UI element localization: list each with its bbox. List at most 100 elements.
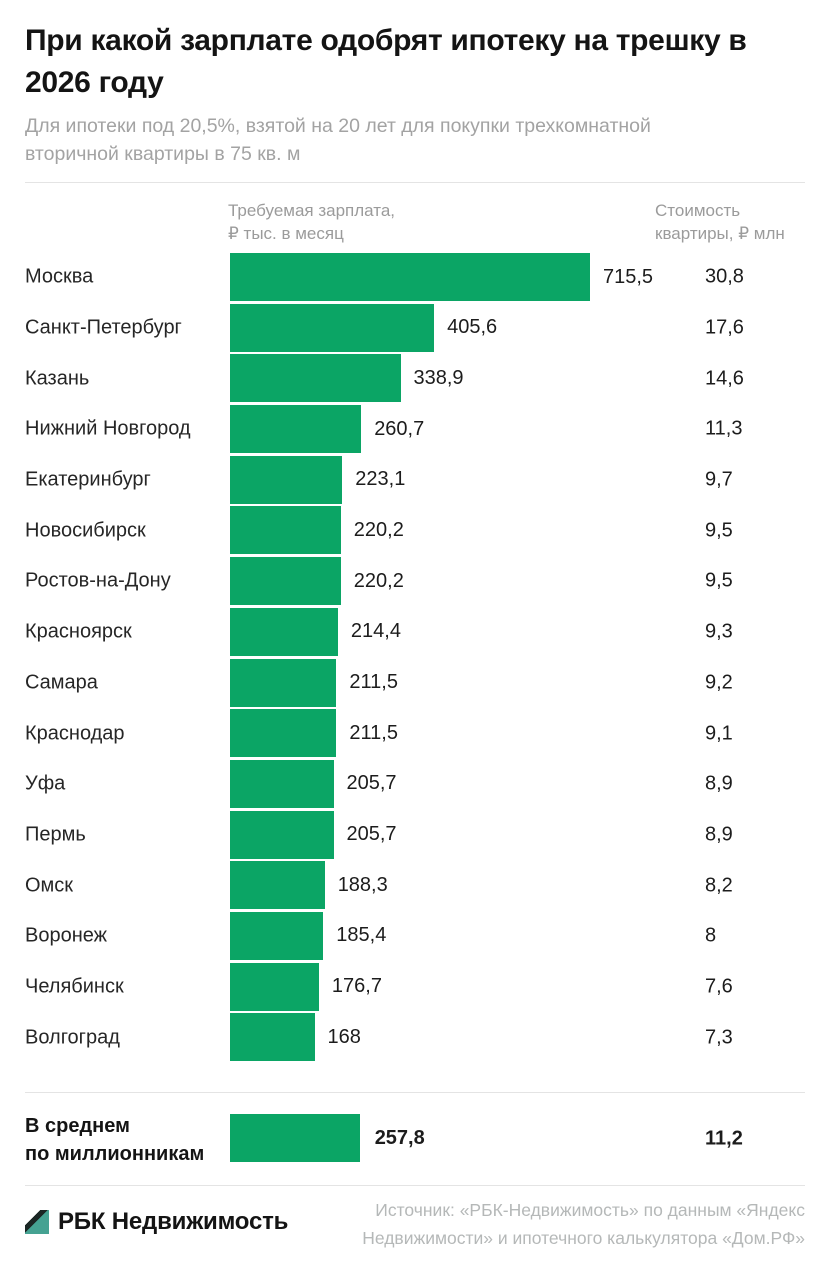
salary-value: 211,5 (349, 721, 398, 744)
price-value: 8 (705, 924, 717, 947)
table-row: Нижний Новгород 260,7 11,3 (0, 404, 830, 455)
brand-logo: РБК Недвижимость (25, 1208, 288, 1236)
city-label: Екатеринбург (25, 468, 151, 491)
price-value: 9,1 (705, 722, 733, 745)
salary-bar (230, 354, 401, 403)
column-header-price-line1: Стоимость (655, 201, 741, 220)
table-row: Самара 211,5 9,2 (0, 658, 830, 709)
table-row: Краснодар 211,5 9,1 (0, 708, 830, 759)
bar-track: 168 (230, 1013, 361, 1062)
price-value: 11,3 (705, 417, 743, 440)
salary-bar (230, 810, 334, 859)
salary-bar (230, 455, 343, 504)
divider-footer (25, 1185, 805, 1186)
price-value: 9,7 (705, 468, 733, 491)
summary-label-line2: по миллионникам (25, 1143, 205, 1165)
salary-value: 405,6 (447, 316, 498, 339)
price-value: 8,9 (705, 823, 733, 846)
salary-value: 220,2 (353, 569, 404, 592)
bar-track: 220,2 (230, 557, 404, 606)
bar-track: 211,5 (230, 709, 398, 758)
bar-track: 205,7 (230, 810, 397, 859)
city-label: Челябинск (25, 975, 124, 998)
bar-track: 338,9 (230, 354, 464, 403)
column-header-salary-line1: Требуемая зарплата, (228, 201, 396, 220)
bar-track: 185,4 (230, 911, 387, 960)
summary-price-value: 11,2 (705, 1127, 743, 1150)
page-title: При какой зарплате одобрят ипотеку на тр… (25, 24, 747, 99)
salary-value: 205,7 (346, 772, 397, 795)
salary-value: 205,7 (346, 823, 397, 846)
salary-value: 211,5 (349, 671, 398, 693)
table-row: Казань 338,9 14,6 (0, 353, 830, 404)
summary-row: В среднем по миллионникам 257,8 11,2 (0, 1105, 830, 1175)
table-row: Челябинск 176,7 7,6 (0, 962, 830, 1013)
bar-track: 188,3 (230, 861, 388, 910)
bar-chart: Москва 715,5 30,8 Санкт-Петербург 405,6 … (0, 252, 830, 1063)
salary-value: 260,7 (374, 417, 425, 440)
bar-track: 223,1 (230, 455, 405, 504)
salary-value: 338,9 (413, 366, 464, 389)
salary-value: 715,5 (603, 265, 654, 288)
city-label: Красноярск (25, 620, 132, 643)
salary-bar (230, 658, 337, 707)
column-header-price: Стоимость квартиры, ₽ млн (655, 199, 785, 245)
price-value: 9,2 (705, 671, 733, 694)
city-label: Волгоград (25, 1026, 120, 1049)
salary-value: 176,7 (331, 975, 382, 998)
summary-label-line1: В среднем (25, 1115, 130, 1137)
salary-bar (230, 253, 590, 301)
price-value: 9,3 (705, 620, 733, 643)
table-row: Новосибирск 220,2 9,5 (0, 505, 830, 556)
source-line1: Источник: «РБК-Недвижимость» по данным «… (375, 1200, 805, 1220)
summary-salary-bar (230, 1114, 360, 1162)
city-label: Нижний Новгород (25, 417, 191, 440)
price-value: 8,2 (705, 874, 733, 897)
column-header-salary-line2: ₽ тыс. в месяц (228, 224, 344, 243)
city-label: Санкт-Петербург (25, 316, 182, 339)
city-label: Москва (25, 265, 94, 288)
divider-summary-top (25, 1092, 805, 1093)
salary-value: 168 (327, 1025, 361, 1048)
price-value: 9,5 (705, 519, 733, 542)
salary-bar (230, 962, 319, 1011)
table-row: Санкт-Петербург 405,6 17,6 (0, 303, 830, 354)
rbc-logo-icon (25, 1210, 49, 1234)
salary-value: 214,4 (350, 620, 401, 643)
table-row: Москва 715,5 30,8 (0, 252, 830, 303)
divider-top (25, 182, 805, 183)
price-value: 8,9 (705, 772, 733, 795)
price-value: 7,3 (705, 1026, 733, 1049)
source-line2: Недвижимости» и ипотечного калькулятора … (362, 1228, 805, 1248)
salary-bar (230, 709, 337, 758)
summary-bar-track: 257,8 (230, 1114, 425, 1162)
salary-value: 185,4 (336, 924, 387, 947)
bar-track: 176,7 (230, 962, 382, 1011)
table-row: Волгоград 168 7,3 (0, 1012, 830, 1063)
city-label: Новосибирск (25, 519, 146, 542)
bar-track: 211,5 (230, 658, 398, 707)
bar-track: 405,6 (230, 303, 498, 352)
table-row: Красноярск 214,4 9,3 (0, 607, 830, 658)
brand-name: РБК Недвижимость (58, 1208, 289, 1235)
salary-value: 188,3 (337, 873, 388, 896)
salary-bar (230, 1013, 315, 1062)
table-row: Воронеж 185,4 8 (0, 911, 830, 962)
bar-track: 260,7 (230, 405, 425, 454)
table-row: Ростов-на-Дону 220,2 9,5 (0, 556, 830, 607)
salary-bar (230, 506, 341, 555)
table-row: Екатеринбург 223,1 9,7 (0, 455, 830, 506)
source-note: Источник: «РБК-Недвижимость» по данным «… (265, 1196, 805, 1252)
salary-bar (230, 303, 435, 352)
city-label: Уфа (25, 772, 66, 795)
city-label: Омск (25, 874, 74, 897)
salary-bar (230, 861, 325, 910)
city-label: Казань (25, 367, 90, 390)
city-label: Краснодар (25, 722, 125, 745)
column-header-price-line2: квартиры, ₽ млн (655, 224, 785, 243)
city-label: Ростов-на-Дону (25, 569, 171, 592)
summary-salary-value: 257,8 (374, 1126, 425, 1149)
salary-bar (230, 405, 362, 454)
city-label: Пермь (25, 823, 86, 846)
